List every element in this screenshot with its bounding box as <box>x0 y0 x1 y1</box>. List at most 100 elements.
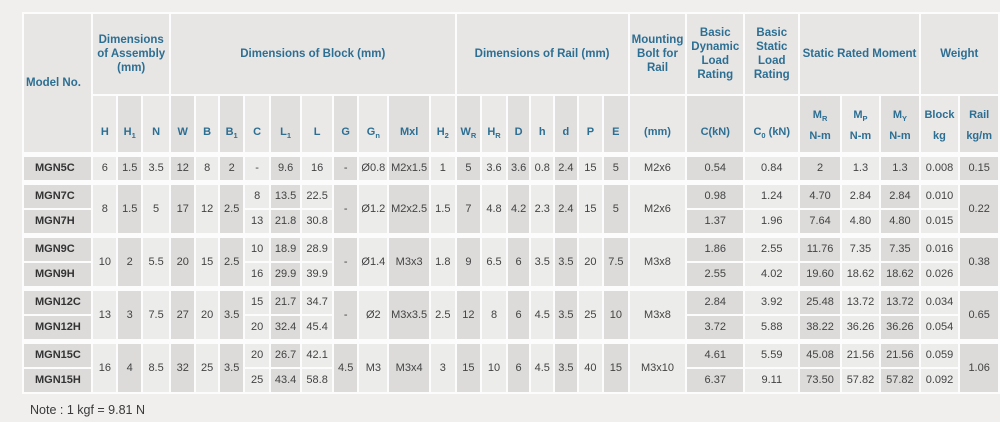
cell-G: 4.5 <box>333 341 358 392</box>
cell-block: 0.015 <box>920 210 959 233</box>
cell-MY: 2.84 <box>881 182 919 208</box>
model-name: MGN9C <box>24 235 92 261</box>
cell-L: 58.8 <box>302 369 332 392</box>
cell-L1: 29.9 <box>270 263 301 286</box>
group-header: Static Rated Moment <box>800 14 919 94</box>
cell-rail: 0.22 <box>960 182 998 233</box>
cell-B: 25 <box>196 341 218 392</box>
cell-L: 16 <box>302 154 332 180</box>
cell-E: 7.5 <box>604 235 628 286</box>
cell-H2: 2.5 <box>431 288 455 339</box>
cell-MP: 2.84 <box>841 182 880 208</box>
group-header: Basic Static Load Rating <box>745 14 799 94</box>
cell-H: 13 <box>93 288 117 339</box>
cell-W: 32 <box>171 341 195 392</box>
cell-block: 0.008 <box>920 154 959 180</box>
cell-WR: 5 <box>456 154 481 180</box>
cell-C0kn: 5.59 <box>745 341 799 367</box>
column-header-H2: H2 <box>431 96 455 152</box>
cell-L1: 43.4 <box>270 369 301 392</box>
column-header-P: P <box>578 96 603 152</box>
cell-N: 3.5 <box>143 154 170 180</box>
cell-MR: 4.70 <box>800 182 840 208</box>
column-header-rail: Rail kg/m <box>960 96 998 152</box>
model-no-header: Model No. <box>24 14 92 152</box>
cell-MP: 36.26 <box>841 316 880 339</box>
cell-W: 27 <box>171 288 195 339</box>
table-row: MGN9C 10 2 5.5 20 15 2.5 10 18.9 28.9- Ø1.4 M3x3 1.8… <box>24 235 998 286</box>
cell-MP: 57.82 <box>841 369 880 392</box>
column-header-bolt: (mm) <box>629 96 686 152</box>
group-header: Dimensions of Rail (mm) <box>456 14 628 94</box>
cell-E: 10 <box>604 288 628 339</box>
cell-L: 42.1 <box>302 341 332 367</box>
cell-B: 12 <box>196 182 218 233</box>
cell-MR: 38.22 <box>800 316 840 339</box>
cell-Mxl: M2x2.5 <box>389 182 430 233</box>
table-row: MGN5C 6 1.5 3.5 12 8 2-9.6 16- Ø0.8 M2x1.5 1 5 3.6 3.… <box>24 154 998 180</box>
cell-MY: 21.56 <box>881 341 919 367</box>
cell-MY: 13.72 <box>881 288 919 314</box>
column-header-C0kn: C0 (kN) <box>745 96 799 152</box>
cell-MY: 18.62 <box>881 263 919 286</box>
cell-h: 4.5 <box>531 341 554 392</box>
cell-D: 6 <box>507 288 530 339</box>
table-body: MGN5C 6 1.5 3.5 12 8 2-9.6 16- Ø0.8 M2x1.5 1 5 3.6 3.… <box>24 154 998 392</box>
cell-MP: 13.72 <box>841 288 880 314</box>
column-header-MP: MP N-m <box>841 96 880 152</box>
cell-MR: 25.48 <box>800 288 840 314</box>
column-header-WR: WR <box>456 96 481 152</box>
cell-B: 20 <box>196 288 218 339</box>
cell-MY: 4.80 <box>881 210 919 233</box>
cell-L: 30.8 <box>302 210 332 233</box>
cell-Gn: M3 <box>359 341 388 392</box>
cell-H1: 2 <box>118 235 142 286</box>
cell-Gn: Ø0.8 <box>359 154 388 180</box>
cell-d: 3.5 <box>555 235 577 286</box>
cell-MP: 21.56 <box>841 341 880 367</box>
cell-Ckn: 4.61 <box>687 341 744 367</box>
model-name: MGN15C <box>24 341 92 367</box>
cell-block: 0.026 <box>920 263 959 286</box>
cell-HR: 4.8 <box>482 182 506 233</box>
column-header-d: d <box>555 96 577 152</box>
cell-d: 3.5 <box>555 288 577 339</box>
cell-D: 6 <box>507 341 530 392</box>
cell-L1: 9.6 <box>270 154 301 180</box>
group-header: Mounting Bolt for Rail <box>629 14 686 94</box>
cell-HR: 8 <box>482 288 506 339</box>
column-header-B: B <box>196 96 218 152</box>
table-row: MGN9H 16 29.9 39.9 2.55 4.02 19.60 18.62 18.62 0.… <box>24 263 998 286</box>
model-name: MGN12H <box>24 316 92 339</box>
column-header-HR: HR <box>482 96 506 152</box>
cell-d: 3.5 <box>555 341 577 392</box>
cell-bolt: M3x8 <box>629 235 686 286</box>
cell-C: - <box>245 154 269 180</box>
cell-P: 25 <box>578 288 603 339</box>
cell-C0kn: 2.55 <box>745 235 799 261</box>
cell-Mxl: M3x3.5 <box>389 288 430 339</box>
cell-B: 15 <box>196 235 218 286</box>
cell-C: 13 <box>245 210 269 233</box>
cell-E: 5 <box>604 182 628 233</box>
cell-Ckn: 2.84 <box>687 288 744 314</box>
cell-HR: 3.6 <box>482 154 506 180</box>
model-name: MGN15H <box>24 369 92 392</box>
cell-B1: 3.5 <box>219 341 244 392</box>
cell-B1: 2.5 <box>219 182 244 233</box>
cell-G: - <box>333 288 358 339</box>
cell-D: 6 <box>507 235 530 286</box>
cell-h: 0.8 <box>531 154 554 180</box>
cell-C: 20 <box>245 341 269 367</box>
cell-L1: 21.8 <box>270 210 301 233</box>
cell-D: 4.2 <box>507 182 530 233</box>
column-header-N: N <box>143 96 170 152</box>
column-header-block: Block kg <box>920 96 959 152</box>
cell-L: 34.7 <box>302 288 332 314</box>
cell-P: 40 <box>578 341 603 392</box>
column-header-L: L <box>302 96 332 152</box>
cell-rail: 0.38 <box>960 235 998 286</box>
cell-bolt: M2x6 <box>629 182 686 233</box>
cell-C: 16 <box>245 263 269 286</box>
cell-MR: 19.60 <box>800 263 840 286</box>
